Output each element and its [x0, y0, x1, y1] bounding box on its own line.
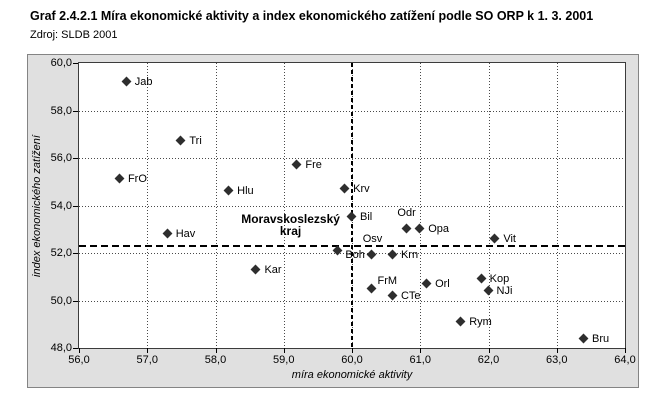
gridline-vertical — [147, 63, 148, 348]
plot-area: míra ekonomické aktivity index ekonomick… — [31, 57, 636, 381]
x-axis-tick — [216, 348, 217, 353]
y-axis-tick — [73, 301, 78, 302]
data-point-marker — [250, 264, 261, 275]
x-tick-label: 59,0 — [273, 354, 295, 366]
data-point-marker — [421, 278, 432, 289]
x-axis-tick — [284, 348, 285, 353]
data-point-label: Kar — [264, 263, 282, 276]
data-point-label: FrM — [377, 274, 398, 287]
data-point-marker — [401, 223, 412, 234]
data-point-label: Kop — [489, 273, 510, 286]
data-point-label: Odr — [397, 207, 416, 220]
x-axis-tick — [420, 348, 421, 353]
y-tick-label: 54,0 — [50, 199, 72, 212]
data-point-marker — [483, 285, 493, 296]
data-point-marker — [367, 283, 377, 294]
data-point-label: FrO — [127, 173, 147, 186]
x-tick-label: 62,0 — [477, 354, 500, 366]
data-point-marker — [455, 316, 466, 327]
source-note: Zdroj: SLDB 2001 — [30, 29, 118, 41]
data-point-label: Osv — [362, 233, 383, 246]
y-tick-label: 60,0 — [50, 57, 72, 69]
data-point-label: Fre — [305, 159, 322, 172]
y-tick-label: 52,0 — [50, 247, 72, 259]
data-point-label: Boh — [345, 248, 365, 261]
data-point-label: Hav — [175, 228, 196, 240]
x-tick-label: 56,0 — [68, 354, 90, 366]
data-point-marker — [367, 249, 377, 260]
y-tick-label: 58,0 — [50, 104, 72, 117]
y-axis-tick — [73, 348, 78, 349]
data-point-marker — [489, 233, 500, 244]
chart-frame: míra ekonomické aktivity index ekonomick… — [27, 54, 639, 388]
gridline-vertical — [489, 63, 490, 348]
data-point-label: Bil — [360, 211, 373, 224]
data-point-marker — [162, 228, 173, 239]
data-point-marker — [476, 273, 487, 284]
data-point-label: Jab — [134, 76, 153, 88]
kraj-label: Moravskoslezský kraj — [241, 211, 340, 238]
y-axis-tick — [73, 206, 78, 207]
data-point-marker — [121, 76, 132, 87]
x-tick-label: 64,0 — [614, 354, 636, 366]
data-point-label: Krn — [400, 249, 419, 262]
data-point-label: Vit — [503, 232, 516, 245]
kraj-reference-vline — [351, 63, 353, 348]
data-point-label: Tri — [189, 135, 202, 148]
data-point-label: Bru — [592, 332, 610, 345]
data-point-marker — [387, 249, 398, 260]
y-axis-tick — [73, 253, 78, 254]
data-point-marker — [114, 173, 125, 184]
data-point-marker — [291, 159, 302, 170]
gridline-vertical — [557, 63, 558, 348]
x-axis-tick — [625, 348, 626, 353]
data-point-label: CTe — [400, 289, 421, 302]
data-point-marker — [387, 290, 398, 301]
data-point-label: Opa — [428, 223, 450, 236]
data-point-marker — [223, 185, 234, 196]
data-point-marker — [414, 223, 425, 234]
y-tick-label: 48,0 — [50, 342, 72, 354]
data-point-marker — [578, 333, 589, 343]
x-axis-tick — [147, 348, 148, 353]
data-point-label: Orl — [435, 277, 450, 290]
y-axis-tick — [73, 111, 78, 112]
data-point-label: Rym — [469, 315, 492, 328]
x-axis-tick — [489, 348, 490, 353]
kraj-reference-hline — [79, 245, 625, 247]
y-tick-label: 56,0 — [50, 152, 72, 164]
x-tick-label: 63,0 — [546, 354, 568, 366]
data-point-marker — [346, 211, 357, 222]
x-axis-tick — [352, 348, 353, 353]
data-point-marker — [339, 183, 350, 194]
gridline-vertical — [420, 63, 421, 348]
gridline-vertical — [284, 63, 285, 348]
x-tick-label: 60,0 — [341, 354, 363, 366]
x-axis-title: míra ekonomické aktivity — [291, 369, 413, 381]
y-axis-tick — [73, 158, 78, 159]
y-axis-tick — [73, 63, 78, 64]
x-axis-tick — [79, 348, 80, 353]
x-tick-label: 57,0 — [136, 354, 158, 366]
x-axis-tick — [557, 348, 558, 353]
data-point-label: Krv — [353, 182, 370, 195]
y-tick-label: 50,0 — [50, 294, 72, 307]
gridline-vertical — [216, 63, 217, 348]
page-title: Graf 2.4.2.1 Míra ekonomické aktivity a … — [30, 9, 594, 23]
data-point-marker — [175, 135, 186, 146]
data-point-label: NJi — [496, 285, 513, 297]
x-tick-label: 61,0 — [409, 354, 431, 366]
x-tick-label: 58,0 — [204, 354, 227, 366]
data-point-label: Hlu — [237, 185, 254, 198]
